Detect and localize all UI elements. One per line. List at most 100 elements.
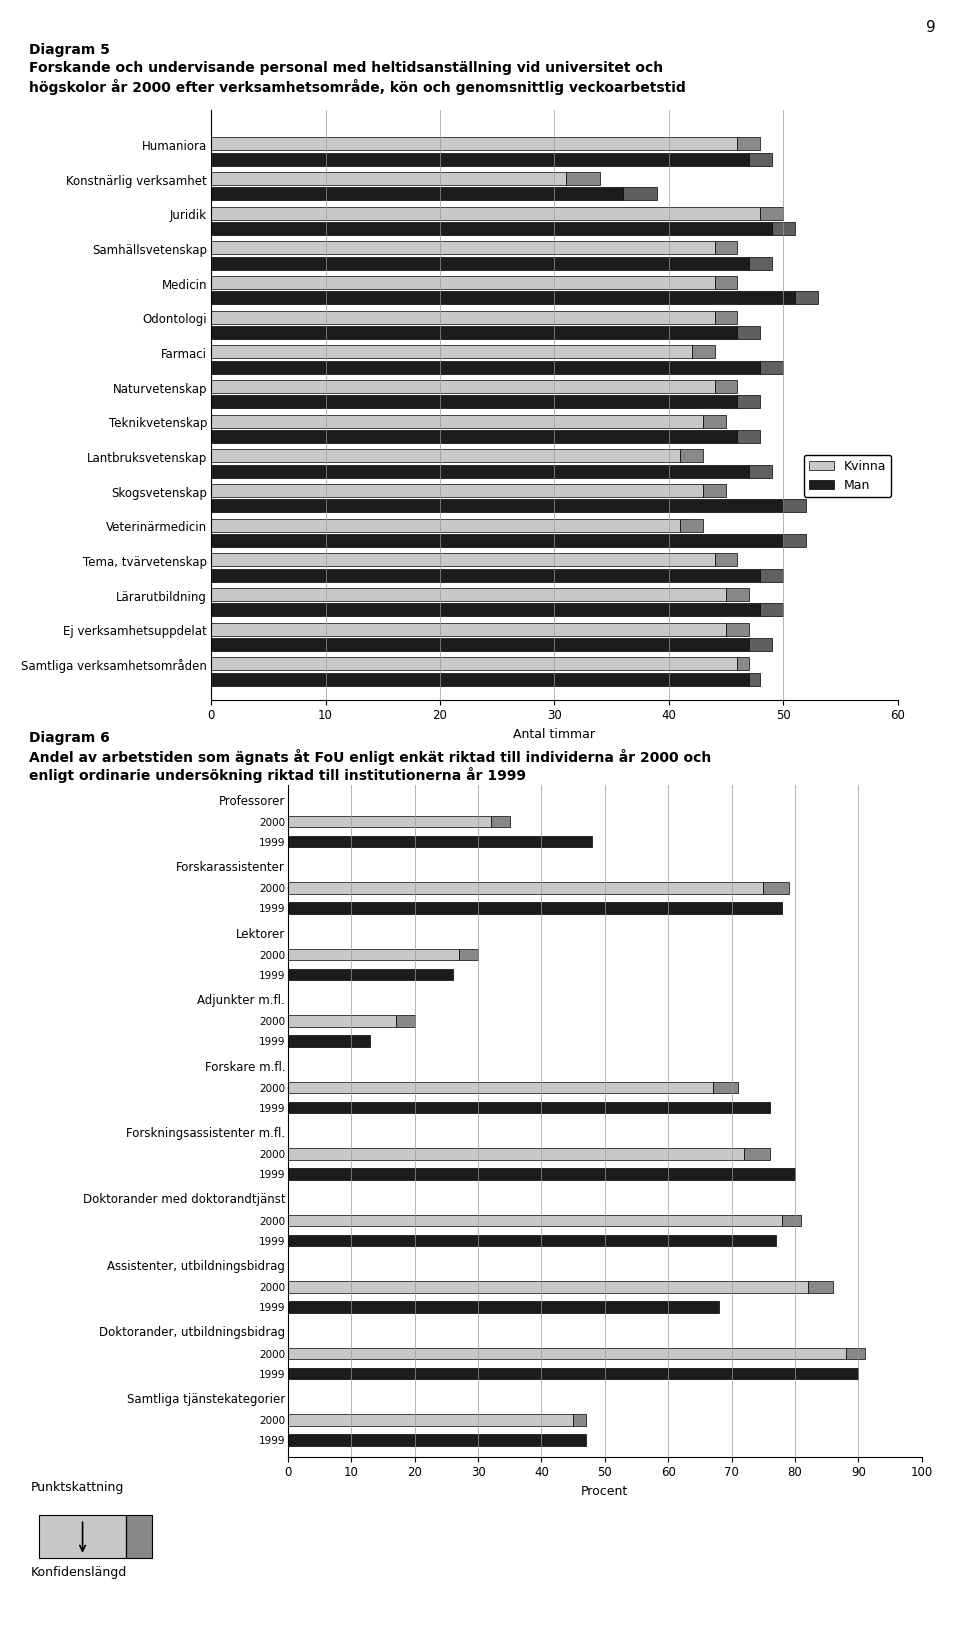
Bar — [211, 222, 772, 235]
Bar — [211, 602, 760, 616]
Bar — [714, 277, 737, 290]
Bar — [288, 836, 592, 848]
Bar — [288, 969, 453, 981]
Bar — [749, 639, 772, 652]
Bar — [288, 816, 491, 828]
Bar — [749, 464, 772, 477]
Bar — [807, 1281, 833, 1292]
Bar — [288, 1414, 573, 1425]
Bar — [623, 188, 658, 201]
X-axis label: Procent: Procent — [581, 1485, 629, 1498]
Bar — [288, 1169, 795, 1180]
Bar — [737, 430, 760, 443]
Bar — [288, 1215, 782, 1226]
Bar — [211, 257, 749, 270]
Bar — [760, 360, 783, 374]
Bar — [714, 311, 737, 324]
Text: Konfidenslängd: Konfidenslängd — [31, 1567, 127, 1579]
Text: högskolor år 2000 efter verksamhetsområde, kön och genomsnittlig veckoarbetstid: högskolor år 2000 efter verksamhetsområd… — [29, 79, 685, 95]
Bar — [211, 533, 783, 546]
Bar — [211, 153, 749, 166]
Bar — [288, 1234, 776, 1246]
Bar — [783, 499, 806, 512]
Bar — [211, 277, 714, 290]
Bar — [749, 153, 772, 166]
Bar — [211, 311, 714, 324]
Bar — [573, 1414, 586, 1425]
Text: Andel av arbetstiden som ägnats åt FoU enligt enkät riktad till individerna år 2: Andel av arbetstiden som ägnats åt FoU e… — [29, 749, 711, 765]
Bar — [288, 1035, 371, 1047]
Bar — [691, 346, 714, 359]
Bar — [288, 902, 782, 914]
Text: 9: 9 — [926, 20, 936, 35]
Bar — [744, 1149, 770, 1160]
Bar — [760, 602, 783, 616]
Bar — [211, 326, 737, 339]
Bar — [763, 882, 788, 894]
Legend: Kvinna, Man: Kvinna, Man — [804, 454, 891, 497]
Bar — [783, 533, 806, 546]
Bar — [737, 137, 760, 150]
Bar — [211, 588, 726, 601]
Bar — [288, 950, 459, 961]
Bar — [211, 484, 703, 497]
Bar — [795, 291, 818, 305]
Bar — [772, 222, 795, 235]
Bar — [211, 449, 681, 463]
Bar — [737, 657, 749, 670]
Bar — [211, 171, 565, 184]
Bar — [782, 1215, 802, 1226]
Text: Forskande och undervisande personal med heltidsanställning vid universitet och: Forskande och undervisande personal med … — [29, 61, 663, 76]
Bar — [288, 1281, 807, 1292]
Bar — [211, 137, 737, 150]
Bar — [211, 464, 749, 477]
Bar — [749, 257, 772, 270]
Bar — [211, 380, 714, 393]
Bar — [726, 588, 749, 601]
Bar — [39, 1514, 126, 1557]
Bar — [211, 415, 703, 428]
Text: Diagram 6: Diagram 6 — [29, 731, 109, 746]
Bar — [288, 1302, 719, 1314]
Bar — [712, 1081, 738, 1093]
Bar — [714, 242, 737, 255]
Bar — [714, 553, 737, 566]
Bar — [211, 499, 783, 512]
Bar — [211, 673, 749, 686]
Bar — [211, 346, 691, 359]
Bar — [703, 484, 726, 497]
Bar — [211, 430, 737, 443]
Bar — [288, 882, 763, 894]
Bar — [211, 291, 795, 305]
Bar — [703, 415, 726, 428]
Bar — [288, 1149, 744, 1160]
Bar — [737, 395, 760, 408]
Bar — [396, 1016, 415, 1027]
Bar — [288, 1101, 770, 1113]
Bar — [726, 622, 749, 635]
Bar — [288, 1016, 396, 1027]
Bar — [737, 326, 760, 339]
Bar — [288, 1368, 858, 1379]
Bar — [211, 518, 681, 532]
Bar — [211, 657, 737, 670]
Bar — [681, 449, 703, 463]
Bar — [211, 395, 737, 408]
Bar — [760, 207, 783, 221]
Bar — [211, 360, 760, 374]
Bar — [211, 188, 623, 201]
Bar — [288, 1081, 712, 1093]
Bar — [288, 1434, 586, 1445]
Text: Diagram 5: Diagram 5 — [29, 43, 109, 58]
Bar — [565, 171, 600, 184]
Bar — [681, 518, 703, 532]
Bar — [846, 1348, 865, 1360]
Bar — [211, 207, 760, 221]
Bar — [211, 568, 760, 581]
Bar — [459, 950, 478, 961]
Text: enligt ordinarie undersökning riktad till institutionerna år 1999: enligt ordinarie undersökning riktad til… — [29, 767, 526, 783]
Bar — [211, 553, 714, 566]
Bar — [749, 673, 760, 686]
Bar — [211, 639, 749, 652]
Text: Punktskattning: Punktskattning — [31, 1481, 124, 1493]
